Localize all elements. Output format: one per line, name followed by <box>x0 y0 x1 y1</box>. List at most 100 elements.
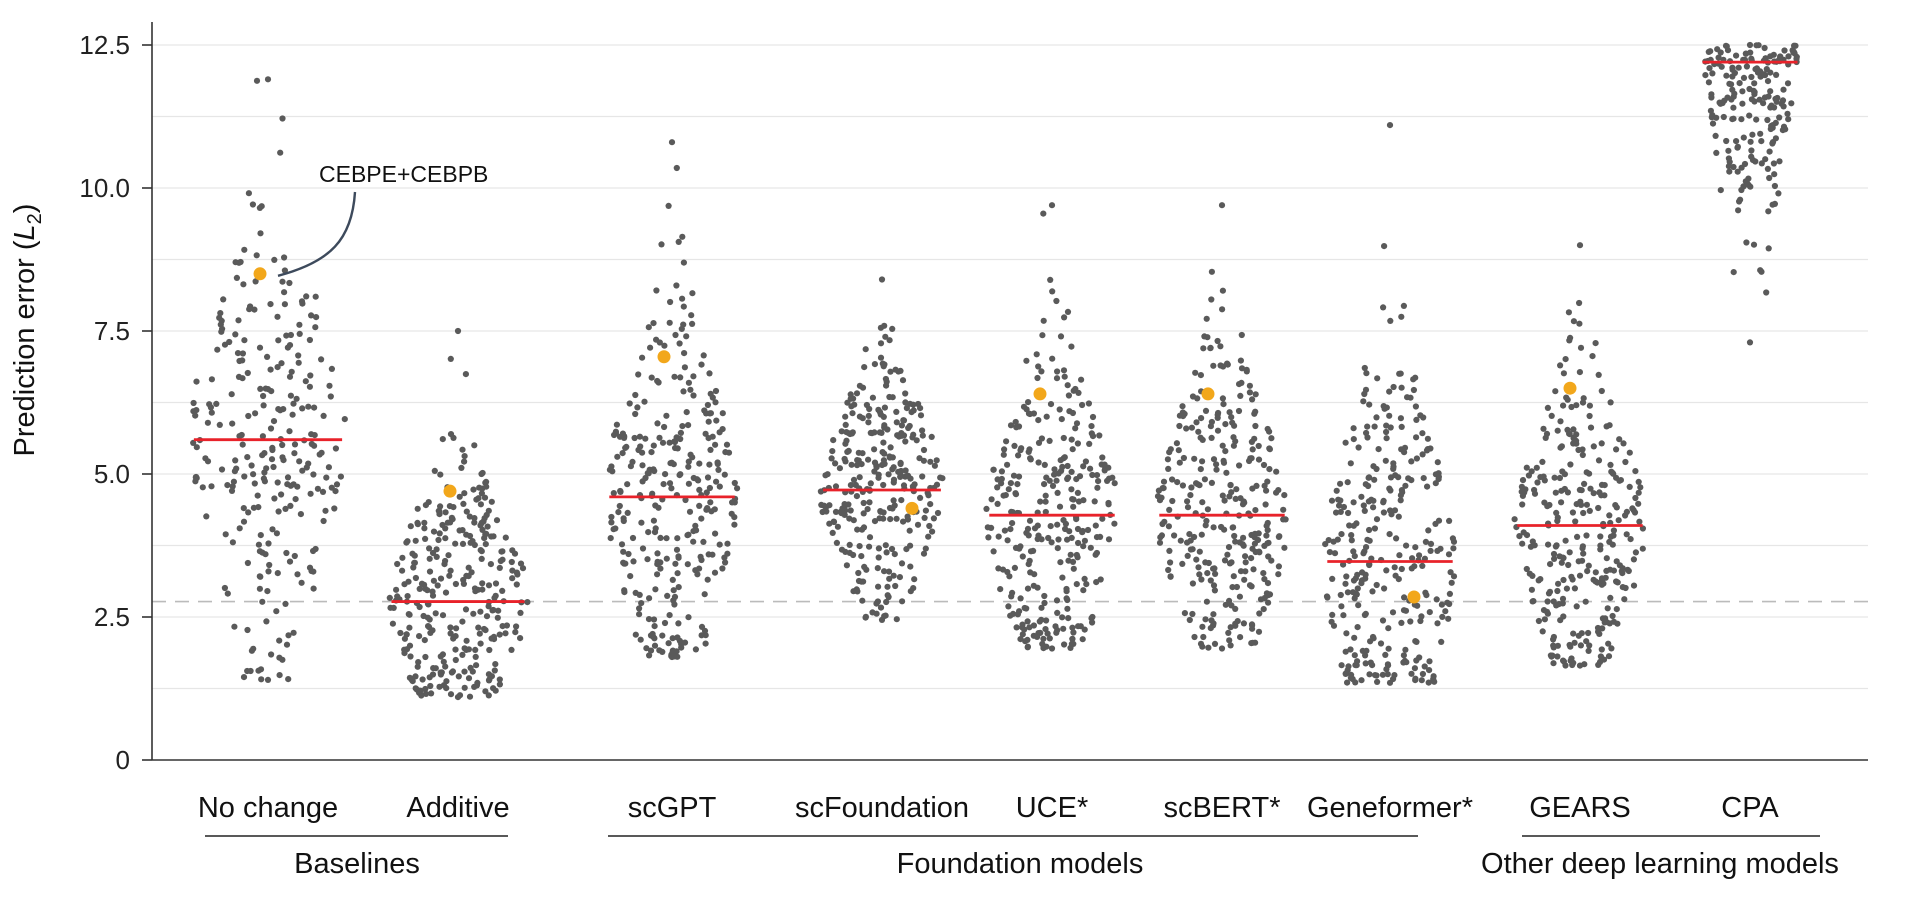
data-point <box>466 693 474 700</box>
data-point <box>294 483 301 490</box>
data-point <box>1177 537 1184 544</box>
data-point <box>305 460 312 467</box>
data-point <box>1038 616 1045 623</box>
data-point <box>1227 482 1234 489</box>
data-point <box>305 403 312 410</box>
data-point <box>513 623 520 630</box>
data-point <box>626 400 633 407</box>
data-point <box>1089 471 1096 479</box>
data-point <box>1064 605 1071 612</box>
data-point <box>896 574 904 581</box>
data-point <box>722 449 729 456</box>
data-point <box>1219 492 1226 499</box>
data-point <box>1073 420 1081 427</box>
data-point <box>1623 531 1630 538</box>
data-point <box>690 392 697 399</box>
data-point <box>1156 497 1164 504</box>
data-point <box>871 446 878 453</box>
data-point <box>1204 334 1211 341</box>
data-point <box>903 546 910 553</box>
data-point <box>1363 370 1370 377</box>
data-point <box>920 446 928 454</box>
data-point <box>1064 382 1071 389</box>
data-point <box>265 540 272 547</box>
data-point <box>1717 187 1724 194</box>
data-point <box>1056 503 1064 510</box>
data-point <box>1366 526 1373 534</box>
data-point <box>232 457 239 464</box>
highlight-point <box>1563 381 1577 395</box>
data-point <box>716 483 723 490</box>
data-point <box>1763 289 1770 296</box>
data-point <box>1383 435 1390 442</box>
data-point <box>1222 421 1229 428</box>
data-point <box>1402 646 1409 653</box>
data-point <box>1358 493 1365 500</box>
data-point <box>1366 401 1373 408</box>
data-point <box>426 545 433 552</box>
data-point <box>830 437 837 444</box>
data-point <box>994 484 1001 491</box>
data-point <box>854 526 861 533</box>
data-point <box>1225 544 1233 551</box>
data-point <box>291 552 298 560</box>
data-point <box>1616 436 1623 443</box>
data-point <box>1192 369 1199 376</box>
data-point <box>287 502 294 509</box>
data-point <box>1718 63 1725 70</box>
data-point <box>1598 646 1605 653</box>
data-point <box>1791 42 1798 49</box>
data-point <box>1417 412 1424 419</box>
data-point <box>1639 545 1646 552</box>
data-point <box>1416 654 1423 661</box>
data-point <box>1778 100 1785 107</box>
data-point <box>1056 406 1063 413</box>
data-point <box>608 463 615 470</box>
data-point <box>325 464 332 471</box>
data-point <box>925 492 932 499</box>
data-point <box>283 549 290 557</box>
data-point <box>459 446 466 453</box>
data-point <box>1240 498 1247 505</box>
data-point <box>668 459 675 466</box>
data-point <box>897 460 904 468</box>
data-point <box>1083 581 1090 588</box>
data-point <box>650 442 657 449</box>
data-point <box>648 374 655 381</box>
data-point <box>275 337 282 344</box>
data-point <box>1550 550 1558 558</box>
data-point <box>1023 357 1030 364</box>
data-point <box>685 614 692 621</box>
data-point <box>1049 355 1056 362</box>
data-point <box>241 337 248 344</box>
data-point <box>274 364 281 371</box>
data-point <box>1366 671 1373 678</box>
data-point <box>1380 509 1387 516</box>
data-point <box>1226 637 1233 644</box>
data-point <box>276 637 283 644</box>
data-point <box>241 473 248 480</box>
data-point <box>1589 353 1596 360</box>
data-point <box>1598 440 1605 447</box>
data-point <box>995 533 1002 540</box>
data-point <box>326 382 333 389</box>
data-point <box>1566 641 1573 649</box>
data-point <box>469 668 476 675</box>
data-point <box>1360 398 1367 405</box>
data-point <box>869 394 877 401</box>
data-point <box>1635 478 1642 485</box>
data-point <box>1360 502 1367 509</box>
data-point <box>1221 497 1228 504</box>
data-point <box>1426 658 1433 665</box>
data-point <box>1381 243 1388 250</box>
data-point <box>663 535 670 542</box>
data-point <box>1746 41 1754 49</box>
data-point <box>1752 66 1759 73</box>
data-point <box>1725 147 1732 154</box>
data-point <box>668 653 676 661</box>
data-point <box>220 296 227 303</box>
data-point <box>881 404 889 411</box>
data-point <box>1255 442 1262 450</box>
data-point <box>1386 388 1393 395</box>
data-point <box>916 455 923 462</box>
